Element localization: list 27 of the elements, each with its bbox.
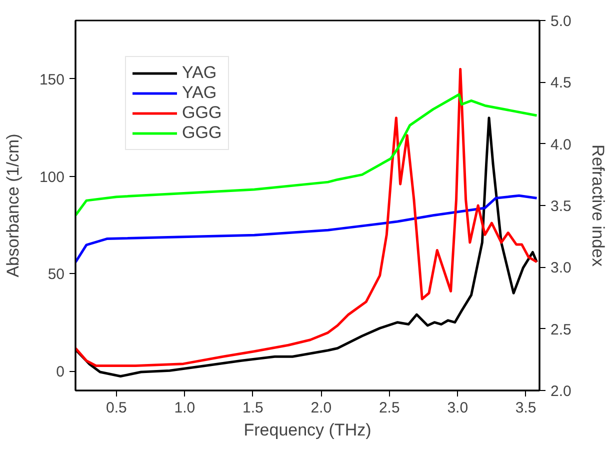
x-tick-label: 1.5 [242, 400, 264, 416]
legend-label: GGG [182, 103, 222, 123]
y2-tick-label: 4.5 [550, 74, 572, 92]
y2-tick-label: 3.5 [550, 198, 572, 215]
y2-tick-label: 5.0 [550, 13, 572, 30]
x-tick-label: 0.5 [106, 400, 127, 416]
x-tick-label: 2.5 [378, 400, 400, 416]
x-tick-label: 1.0 [174, 400, 196, 416]
legend-label: GGG [182, 123, 222, 143]
y2-tick-label: 4.0 [550, 136, 572, 154]
y-tick-label: 0 [56, 364, 64, 381]
y-tick-label: 150 [39, 71, 65, 88]
legend-label: YAG [182, 63, 217, 83]
y-tick-label: 50 [48, 266, 65, 284]
x-tick-label: 2.0 [310, 400, 332, 416]
legend-label: YAG [182, 83, 217, 103]
line-series [76, 194, 538, 264]
y2-axis-title: Refractive index [588, 144, 608, 267]
x-tick-label: 3.5 [515, 400, 536, 416]
y2-tick-label: 3.0 [550, 260, 572, 277]
x-tick-label: 3.0 [447, 400, 468, 416]
y-axis-title: Absorbance (1/cm) [3, 134, 22, 278]
y2-tick-label: 2.0 [550, 383, 572, 400]
y-tick-label: 100 [39, 168, 65, 186]
line-series [76, 68, 538, 368]
x-axis-title: Frequency (THz) [244, 420, 372, 440]
y2-tick-label: 2.5 [550, 321, 572, 338]
